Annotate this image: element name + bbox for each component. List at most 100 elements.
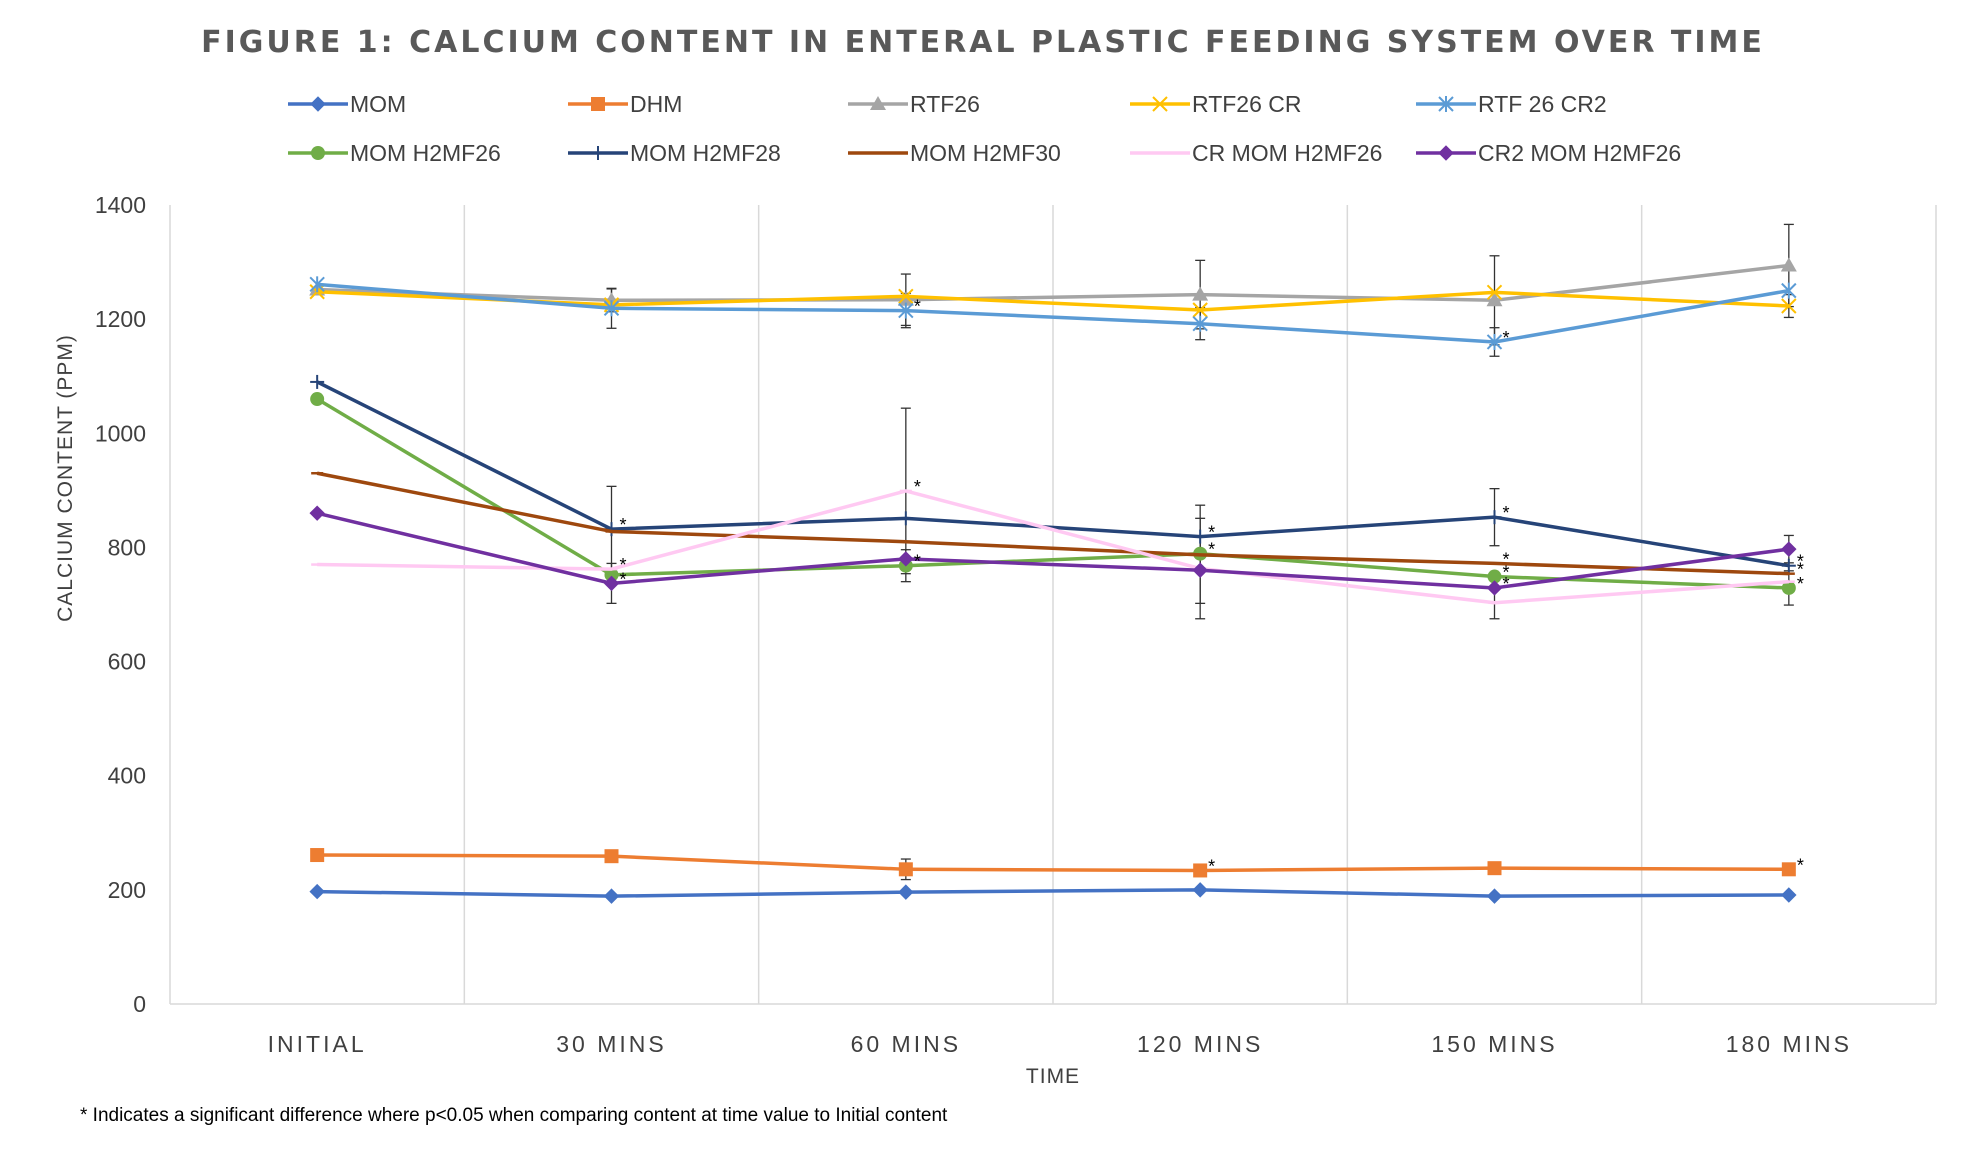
data-point — [603, 300, 620, 317]
data-point — [309, 505, 325, 521]
gridlines — [169, 205, 1937, 1005]
series-dhm — [310, 848, 1796, 878]
significance-star: * — [1503, 549, 1510, 569]
legend-marker — [311, 146, 325, 160]
x-axis-label: TIME — [1026, 1065, 1080, 1088]
significance-star: * — [914, 477, 921, 497]
data-point — [1487, 569, 1502, 584]
data-point — [898, 862, 913, 877]
data-point — [898, 288, 914, 305]
significance-star: * — [620, 555, 627, 575]
data-point — [310, 848, 325, 863]
y-tick-label: 200 — [108, 877, 146, 903]
legend-marker — [591, 97, 605, 111]
legend-item: DHM — [568, 91, 682, 117]
series-line — [316, 397, 1789, 590]
legend-label: CR2 MOM H2MF26 — [1478, 140, 1681, 166]
legend-item: MOM H2MF28 — [568, 140, 781, 166]
significance-star: * — [1797, 552, 1804, 572]
y-tick-label: 800 — [108, 534, 146, 560]
significance-star: * — [1503, 574, 1510, 594]
legend-label: MOM — [350, 91, 406, 117]
significance-star: * — [1797, 560, 1804, 580]
legend-label: MOM H2MF30 — [910, 140, 1061, 166]
data-point — [603, 888, 620, 904]
legend-label: RTF26 CR — [1192, 91, 1302, 117]
data-point — [1192, 286, 1209, 301]
data-point — [604, 567, 619, 582]
legend-marker — [310, 96, 326, 112]
data-point — [1192, 302, 1208, 318]
legend-label: MOM H2MF26 — [350, 140, 501, 166]
series-mom — [309, 882, 1797, 904]
data-point — [1486, 292, 1503, 307]
data-point — [309, 276, 325, 293]
series-line — [317, 282, 1790, 344]
series-rtf-26-cr2 — [309, 276, 1797, 350]
significance-star: * — [1503, 563, 1510, 583]
significance-star: * — [1503, 328, 1510, 348]
significance-star: * — [1797, 855, 1804, 875]
data-point — [1192, 882, 1208, 898]
data-point — [309, 883, 325, 900]
data-point — [1781, 541, 1797, 557]
legend-label: CR MOM H2MF26 — [1192, 140, 1382, 166]
significance-star: * — [620, 515, 627, 535]
legend-label: RTF 26 CR2 — [1478, 91, 1607, 117]
significance-star: * — [1797, 574, 1804, 594]
data-point — [1781, 298, 1797, 314]
data-point — [310, 392, 325, 407]
x-tick-label: 120 MINS — [1137, 1031, 1263, 1057]
footnote: * Indicates a significant difference whe… — [80, 1105, 948, 1126]
x-tick-label: INITIAL — [268, 1031, 367, 1057]
data-point — [1486, 284, 1503, 301]
data-point — [1487, 861, 1502, 876]
series-line — [316, 511, 1790, 590]
significance-star: * — [1208, 540, 1215, 560]
legend-item: RTF 26 CR2 — [1416, 91, 1607, 117]
chart-title: FIGURE 1: CALCIUM CONTENT IN ENTERAL PLA… — [201, 25, 1765, 60]
significance-star: * — [914, 297, 921, 317]
series-line — [316, 471, 1789, 576]
series-cr2-mom-h2mf26 — [309, 505, 1797, 596]
data-point — [1486, 580, 1503, 596]
data-point — [898, 302, 914, 319]
legend-item: MOM H2MF26 — [288, 140, 501, 166]
data-point — [1781, 580, 1796, 595]
y-axis-label: CALCIUM CONTENT (PPM) — [54, 334, 77, 622]
data-point — [1486, 333, 1503, 350]
y-axis-ticks: 0 200 400 600 800 1000 1200 1400 — [95, 192, 146, 1017]
data-point — [1780, 257, 1797, 272]
y-tick-label: 1400 — [95, 192, 146, 218]
y-tick-label: 0 — [133, 991, 146, 1017]
data-point — [1781, 862, 1796, 877]
data-point — [1781, 282, 1797, 299]
series-mom-h2mf28 — [310, 374, 1796, 573]
series-mom-h2mf30 — [311, 471, 1795, 576]
significance-star: * — [1208, 523, 1215, 543]
legend-item: MOM — [288, 91, 406, 117]
legend-marker — [1152, 96, 1168, 112]
series-line — [317, 489, 1789, 605]
series-line — [316, 380, 1790, 568]
data-point — [898, 551, 914, 567]
y-tick-label: 600 — [108, 649, 146, 675]
significance-markers: * ******** ******** * — [620, 297, 1804, 877]
data-point — [898, 884, 914, 900]
data-point — [1192, 562, 1208, 578]
legend-marker — [591, 146, 605, 160]
legend-marker — [870, 96, 886, 110]
significance-star: * — [914, 552, 921, 572]
data-point — [603, 292, 620, 307]
legend-item: RTF26 CR — [1130, 91, 1302, 117]
y-tick-label: 1200 — [95, 306, 146, 332]
y-tick-label: 400 — [108, 763, 146, 789]
data-point — [310, 374, 325, 389]
data-point — [1487, 510, 1502, 525]
series-mom-h2mf26 — [310, 392, 1796, 595]
data-point — [603, 575, 620, 592]
x-tick-label: 180 MINS — [1726, 1031, 1852, 1057]
legend-item: CR MOM H2MF26 — [1130, 140, 1382, 166]
data-point — [897, 291, 914, 306]
